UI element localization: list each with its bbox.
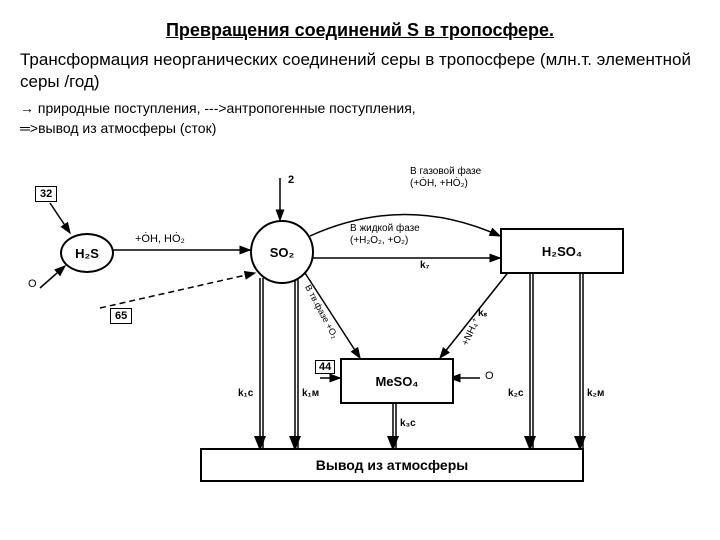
- label-liquid-react: (+H₂O₂, +O₂): [350, 235, 408, 246]
- label-k7: k₇: [420, 260, 430, 271]
- subtitle: Трансформация неорганических соединений …: [20, 49, 700, 93]
- node-so2: SO₂: [250, 220, 314, 284]
- label-k2m: k₂м: [587, 388, 604, 399]
- page-title: Превращения соединений S в тропосфере.: [20, 20, 700, 41]
- node-output: Вывод из атмосферы: [200, 448, 584, 482]
- label-solid-phase: В тв.фазе +O₂: [303, 283, 340, 340]
- diagram: H₂S SO₂ H₂SO₄ MeSO₄ Вывод из атмосферы 3…: [20, 148, 700, 488]
- label-gas-phase: В газовой фазе: [410, 166, 481, 177]
- label-32: 32: [35, 186, 57, 202]
- label-k2c: k₂c: [508, 388, 524, 399]
- label-44: 44: [315, 360, 335, 374]
- label-2: 2: [288, 174, 294, 186]
- label-liquid-phase: В жидкой фазе: [350, 223, 420, 234]
- legend: → природные поступления, --->антропогенн…: [20, 99, 700, 138]
- legend-line-2: ═>вывод из атмосферы (сток): [20, 119, 700, 139]
- label-o-left: O: [28, 278, 37, 290]
- label-k1c: k₁c: [238, 388, 253, 399]
- legend-line-1: → природные поступления, --->антропогенн…: [20, 99, 700, 119]
- label-k3c: k₃c: [400, 418, 416, 429]
- label-k1m: k₁м: [302, 388, 319, 399]
- node-h2s: H₂S: [60, 233, 114, 273]
- node-h2so4: H₂SO₄: [500, 228, 624, 274]
- label-ks: kₛ: [478, 308, 487, 319]
- label-65: 65: [110, 308, 132, 324]
- label-oh-ho2: +ȮH, HȮ₂: [135, 233, 185, 245]
- label-gas-react: (+ȮH, +HȮ₂): [410, 178, 468, 189]
- node-meso4: MeSO₄: [340, 358, 454, 404]
- label-nh4: +NH₄⁺: [460, 316, 483, 348]
- label-o-right: O: [485, 370, 494, 382]
